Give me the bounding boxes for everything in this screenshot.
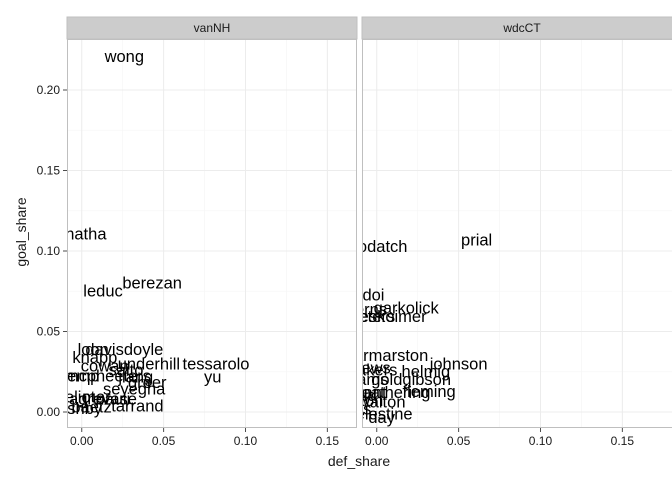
point-label: walton — [357, 394, 406, 412]
point-label: celestine — [347, 406, 412, 424]
x-tick-label: 0.10 — [529, 434, 553, 448]
x-tick-label: 0.00 — [365, 434, 389, 448]
point-label: johnson — [429, 356, 488, 374]
point-label: boyleton — [321, 392, 383, 410]
point-label: wong — [104, 48, 144, 66]
y-tick-label: 0.05 — [37, 325, 61, 339]
point-label: seyegha — [103, 381, 166, 399]
point-label: mcpheeters — [65, 368, 151, 386]
y-tick-label: 0.15 — [37, 164, 61, 178]
point-label: harold — [331, 387, 377, 405]
facet-strip-label: wdcCT — [502, 21, 541, 35]
y-tick-label: 0.20 — [37, 83, 61, 97]
point-label: mar — [82, 389, 111, 407]
point-label: underhill — [118, 356, 180, 374]
point-label: stemp — [54, 368, 99, 386]
point-label: ashby — [58, 400, 103, 418]
x-tick-label: 0.05 — [152, 434, 176, 448]
point-label: tessarolo — [183, 356, 250, 374]
y-tick-label: 0.00 — [37, 405, 61, 419]
point-label: berezan — [122, 274, 182, 292]
point-label: chatha — [57, 225, 107, 243]
point-label: adams — [339, 371, 389, 389]
x-tick-label: 0.15 — [316, 434, 340, 448]
point-label: helmig — [402, 363, 451, 381]
facet-strip — [66, 16, 358, 40]
point-label: bryant — [341, 384, 387, 402]
x-tick-label: 0.00 — [70, 434, 94, 448]
point-label: knapp — [72, 349, 117, 367]
point-label: breakers — [333, 361, 397, 379]
point-label: eskoimer — [360, 308, 427, 326]
panel-background — [362, 39, 672, 428]
point-label: davisdoyle — [85, 341, 163, 359]
point-label: baetz — [71, 398, 111, 416]
point-label: fleming — [403, 383, 456, 401]
point-label: jiang — [117, 369, 153, 387]
point-label: leduc — [83, 282, 122, 300]
point-label: ficiolis — [326, 401, 371, 419]
y-axis: 0.00 0.05 0.10 0.15 0.20 — [37, 83, 67, 419]
point-label: kerns — [347, 301, 387, 319]
point-label: garkolick — [374, 299, 440, 317]
facet-panel-wdcCT: prial wodatch doikernsgarkolickbowpeterses… — [319, 16, 672, 428]
point-label: greer — [128, 374, 167, 392]
x-axis: 0.00 0.05 0.10 0.15 0.00 0.05 0.10 0.15 — [70, 428, 634, 448]
point-label: pauli — [95, 390, 130, 408]
point-label: heathering — [352, 384, 430, 402]
point-label: doi — [362, 286, 384, 304]
point-label: tarrand — [111, 398, 163, 416]
point-label: prial — [461, 232, 492, 250]
facet-strip-label: vanNH — [194, 21, 231, 35]
point-label: day — [368, 409, 395, 427]
point-labels: prial wodatch doikernsgarkolickbowpeterses… — [319, 232, 492, 427]
x-tick-label: 0.10 — [234, 434, 258, 448]
point-label: bowpeters — [319, 308, 395, 326]
point-label: matthews — [320, 360, 391, 378]
point-label: goldgibson — [371, 371, 451, 389]
x-axis-title: def_share — [328, 453, 390, 469]
point-label: saito — [109, 361, 144, 379]
facet-strip — [361, 16, 672, 40]
x-tick-label: 0.15 — [611, 434, 635, 448]
y-tick-label: 0.10 — [37, 244, 61, 258]
point-label: harmarston — [345, 347, 428, 365]
x-tick-label: 0.05 — [447, 434, 471, 448]
point-label: yu — [204, 369, 221, 387]
point-label: loon — [78, 341, 109, 359]
y-axis-title: goal_share — [13, 197, 29, 266]
point-label: wodatch — [345, 238, 407, 256]
point-label: cowan — [81, 357, 129, 375]
panel-background — [67, 39, 357, 428]
point-label: agrevase — [69, 390, 137, 408]
point-label: eliot — [65, 389, 96, 407]
